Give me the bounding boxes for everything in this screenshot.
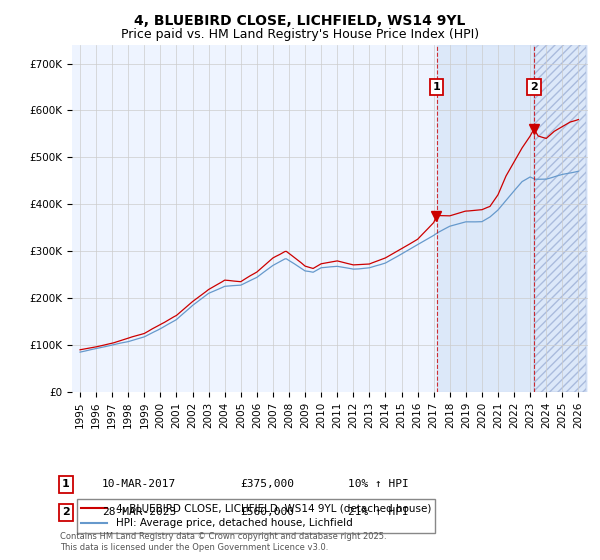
Text: 2: 2 [530,82,538,92]
Text: 28-MAR-2023: 28-MAR-2023 [102,507,176,517]
Text: 1: 1 [433,82,440,92]
Bar [534,45,586,392]
Text: Price paid vs. HM Land Registry's House Price Index (HPI): Price paid vs. HM Land Registry's House … [121,28,479,41]
Text: £375,000: £375,000 [240,479,294,489]
Text: 2: 2 [62,507,70,517]
Text: £560,000: £560,000 [240,507,294,517]
Text: 4, BLUEBIRD CLOSE, LICHFIELD, WS14 9YL: 4, BLUEBIRD CLOSE, LICHFIELD, WS14 9YL [134,14,466,28]
Text: 10% ↑ HPI: 10% ↑ HPI [348,479,409,489]
Text: 1: 1 [62,479,70,489]
Text: Contains HM Land Registry data © Crown copyright and database right 2025.
This d: Contains HM Land Registry data © Crown c… [60,532,386,552]
Text: 10-MAR-2017: 10-MAR-2017 [102,479,176,489]
Text: 21% ↑ HPI: 21% ↑ HPI [348,507,409,517]
Bar [437,45,534,392]
Legend: 4, BLUEBIRD CLOSE, LICHFIELD, WS14 9YL (detached house), HPI: Average price, det: 4, BLUEBIRD CLOSE, LICHFIELD, WS14 9YL (… [77,499,435,533]
